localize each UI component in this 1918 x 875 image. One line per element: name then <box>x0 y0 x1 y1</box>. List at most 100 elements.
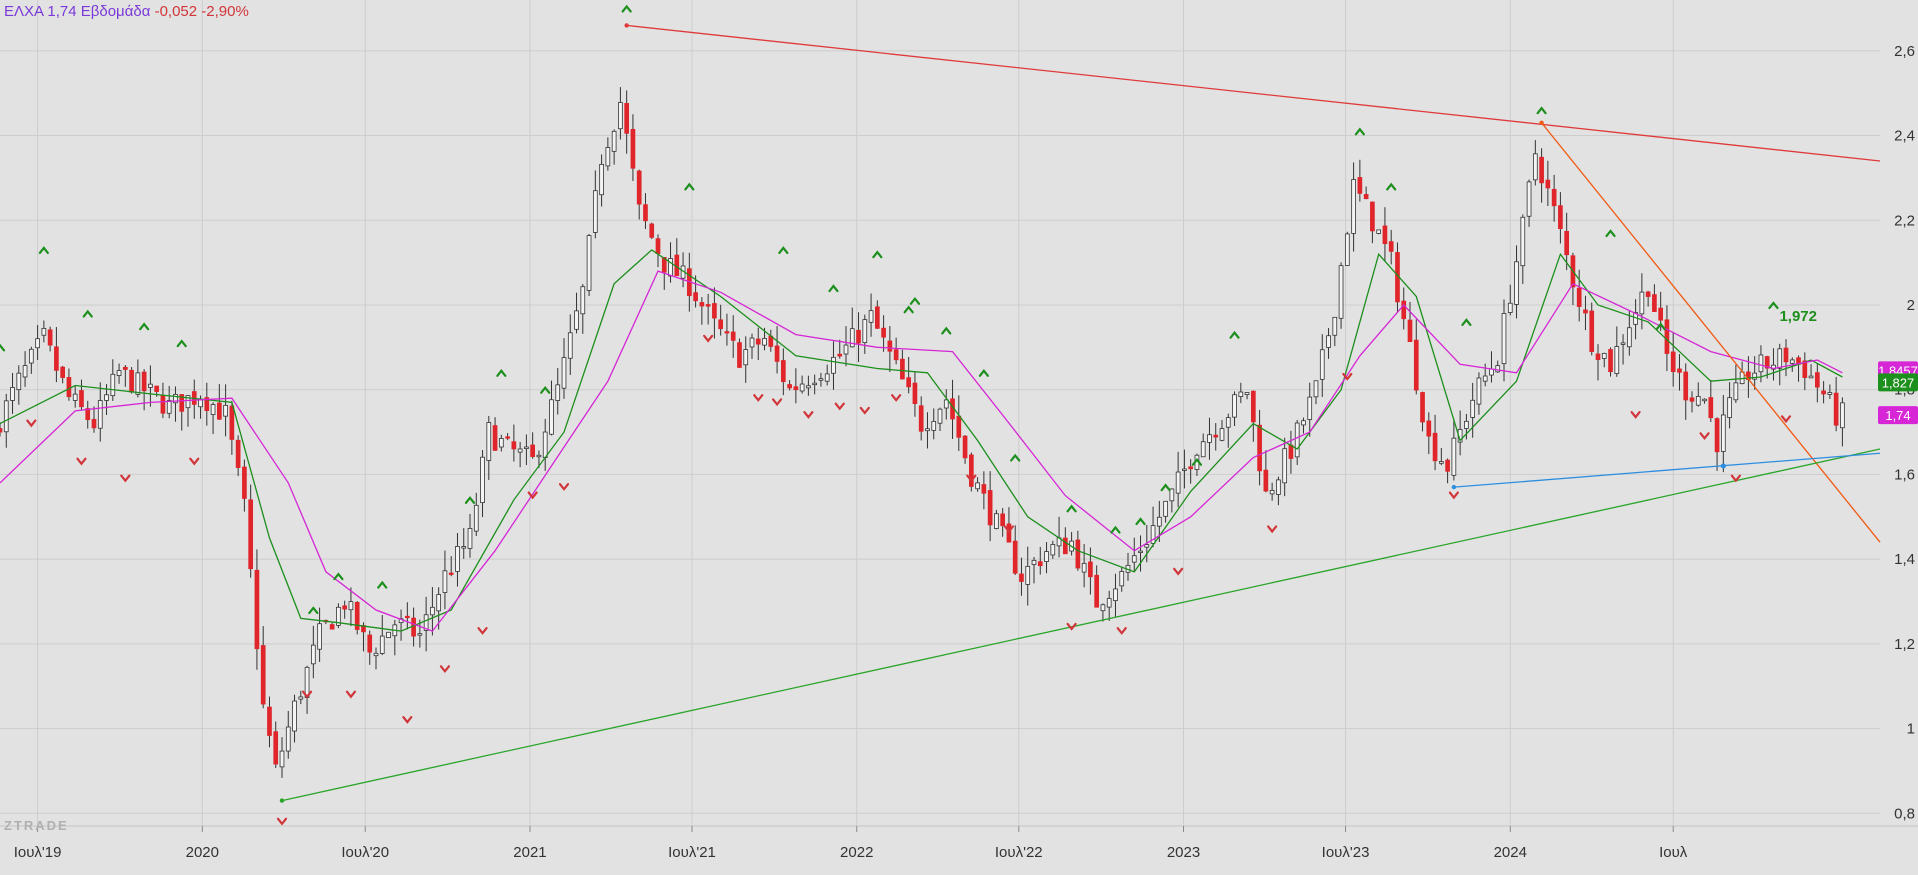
candle-body <box>1595 353 1601 360</box>
candle-up <box>1752 356 1758 390</box>
candle-up <box>1720 394 1726 473</box>
fractal-up-marker <box>176 339 187 348</box>
fractal-up-marker <box>1010 453 1021 462</box>
candle-up <box>72 386 78 408</box>
candle-body <box>373 652 379 657</box>
candle-up <box>818 372 824 387</box>
candle-body <box>455 546 460 572</box>
candle-down <box>60 365 66 384</box>
candle-down <box>1814 363 1820 403</box>
candle-body <box>1250 390 1256 423</box>
y-tick-label: 1,6 <box>1894 466 1915 483</box>
candle-body <box>705 304 711 307</box>
fractal-up-marker <box>903 305 914 314</box>
candle-body <box>1601 352 1607 359</box>
candle-down <box>1388 229 1394 265</box>
candle-down <box>1564 212 1570 271</box>
candle-down <box>1019 557 1024 596</box>
candle-up <box>1031 556 1037 584</box>
candle-body <box>925 428 930 432</box>
fractal-up-marker <box>1160 483 1171 492</box>
candle-body <box>1520 216 1526 267</box>
candle-down <box>624 90 630 154</box>
candle-up <box>1476 372 1482 415</box>
candle-body <box>210 404 216 415</box>
candle-body <box>430 606 435 616</box>
candle-down <box>649 222 655 240</box>
candle-down <box>1670 331 1676 387</box>
candle-body <box>292 700 297 732</box>
candle-down <box>1213 423 1219 451</box>
candle-body <box>649 223 655 238</box>
trendline-anchor <box>1720 463 1726 469</box>
fractal-down-marker <box>189 457 200 466</box>
candle-down <box>699 297 705 325</box>
candle-up <box>135 359 141 398</box>
candle-body <box>97 400 103 429</box>
candle-up <box>1282 437 1288 497</box>
candle-body <box>1664 319 1670 354</box>
candle-body <box>1438 461 1444 464</box>
candle-up <box>1601 352 1607 368</box>
fractal-up-marker <box>1066 504 1077 513</box>
candle-down <box>1413 319 1419 395</box>
candle-down <box>216 384 222 420</box>
symbol-label: ΕΛΧΑ 1,74 Εβδομάδα <box>4 3 151 20</box>
candle-body <box>1677 368 1682 373</box>
candle-down <box>636 169 642 220</box>
candle-body <box>1464 420 1469 429</box>
candle-body <box>555 384 561 401</box>
candle-body <box>1344 233 1350 266</box>
candle-up <box>1175 451 1181 508</box>
fractal-down-marker <box>26 419 37 428</box>
candle-body <box>793 386 799 391</box>
candle-body <box>1244 392 1250 395</box>
candle-body <box>273 731 279 765</box>
candle-body <box>310 644 316 665</box>
candle-down <box>267 696 272 748</box>
candle-down <box>968 452 974 492</box>
candle-body <box>486 422 492 461</box>
candle-down <box>987 471 993 542</box>
candle-down <box>1802 352 1808 391</box>
candle-body <box>1081 562 1087 573</box>
candle-up <box>1169 488 1175 513</box>
candle-body <box>1037 561 1043 567</box>
candle-down <box>79 379 84 411</box>
trendline-support-line <box>281 448 1881 802</box>
candle-body <box>198 399 203 408</box>
fractal-down-marker <box>1699 432 1710 441</box>
candle-down <box>856 312 861 363</box>
candle-down <box>737 338 742 368</box>
candle-down <box>1407 301 1413 342</box>
candle-body <box>862 319 868 344</box>
candle-body <box>223 404 228 417</box>
candle-up <box>336 603 341 629</box>
candle-body <box>987 490 993 526</box>
candle-body <box>994 513 999 529</box>
candle-body <box>1695 396 1701 406</box>
candle-down <box>718 304 724 336</box>
candle-body <box>404 615 410 619</box>
candle-up <box>317 607 322 662</box>
candle-body <box>473 504 479 532</box>
candle-body <box>54 346 59 371</box>
candle-up <box>173 386 178 422</box>
candle-body <box>129 369 134 393</box>
candle-body <box>856 329 861 344</box>
candle-body <box>1188 466 1194 470</box>
fractal-down-marker <box>527 491 538 500</box>
candle-down <box>724 313 730 346</box>
candle-body <box>329 624 335 630</box>
fractal-down-marker <box>771 398 783 407</box>
candle-down <box>1714 417 1720 471</box>
candle-up <box>116 363 122 384</box>
candle-up <box>931 408 937 440</box>
candle-up <box>166 385 172 419</box>
fractal-up-marker <box>1386 182 1397 191</box>
candle-up <box>524 434 529 466</box>
candle-down <box>1833 376 1839 432</box>
candle-up <box>574 292 579 334</box>
